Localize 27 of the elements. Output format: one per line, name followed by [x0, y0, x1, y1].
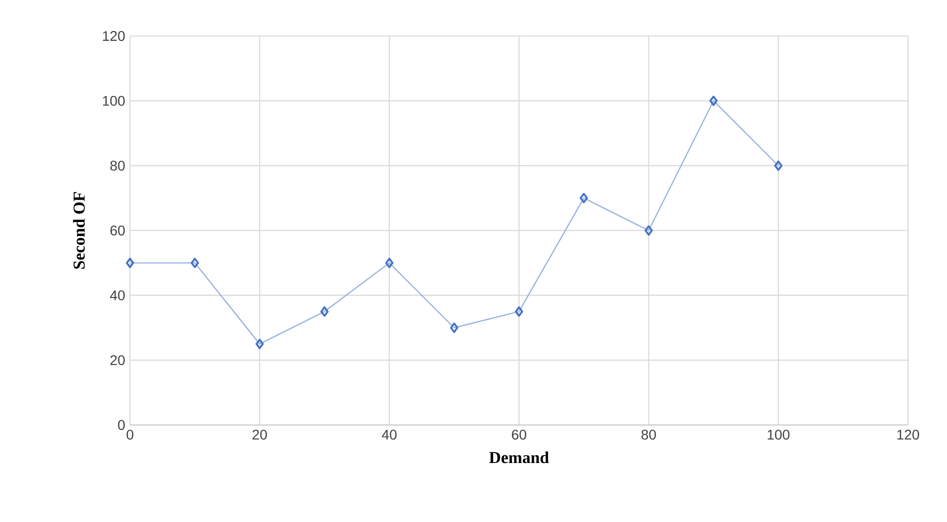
x-tick-label: 0	[126, 430, 134, 440]
point	[320, 306, 329, 317]
x-tick-label: 40	[382, 430, 397, 440]
y-tick-label: 100	[103, 96, 125, 106]
y-tick-label: 0	[118, 420, 125, 430]
point	[450, 322, 458, 333]
point	[126, 258, 134, 268]
point	[385, 258, 394, 268]
x-tick-label: 60	[512, 430, 526, 440]
y-tick-label: 120	[103, 31, 125, 41]
point	[190, 258, 199, 268]
point	[709, 96, 718, 106]
x-axis-title: Demand	[489, 451, 549, 464]
y-tick-label: 80	[110, 160, 125, 171]
x-tick-label: 120	[897, 430, 920, 440]
x-tick-label: 20	[252, 430, 267, 440]
y-axis-title: Second OF	[73, 192, 85, 269]
point	[514, 306, 524, 317]
y-tick-label: 20	[110, 355, 125, 366]
point	[644, 225, 653, 236]
x-tick-label: 80	[641, 430, 656, 440]
point	[256, 338, 264, 350]
y-tick-label: 60	[110, 226, 125, 236]
y-tick-label: 40	[110, 290, 125, 300]
point	[580, 192, 588, 204]
point	[774, 160, 782, 171]
x-tick-label: 100	[768, 430, 790, 440]
